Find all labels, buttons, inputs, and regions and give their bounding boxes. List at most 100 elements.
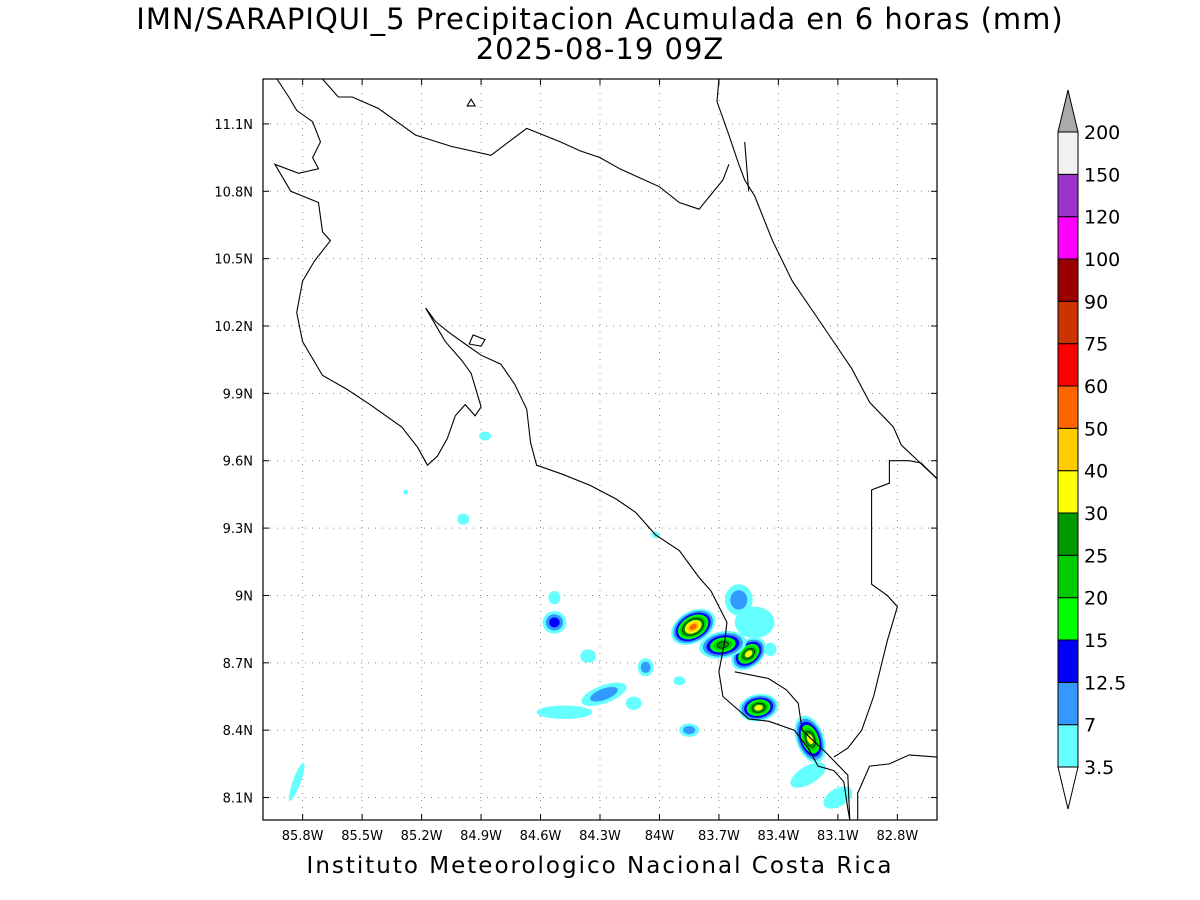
y-tick-label: 8.4N	[223, 724, 253, 739]
precip-contour	[288, 762, 305, 801]
coastlines	[273, 79, 937, 820]
x-tick-label: 83.1W	[817, 829, 859, 844]
x-tick-label: 84.9W	[460, 829, 502, 844]
x-tick-label: 84.3W	[579, 829, 621, 844]
grid-lines	[263, 79, 937, 820]
precip-contour	[683, 726, 696, 735]
y-tick-label: 9.9N	[223, 387, 253, 402]
colorbar-box	[1057, 216, 1079, 260]
precip-cell	[548, 590, 561, 605]
precip-cell	[625, 696, 642, 710]
precip-contour	[549, 617, 560, 628]
precip-contour	[790, 762, 826, 788]
plot-background	[263, 79, 937, 820]
colorbar-label: 40	[1084, 461, 1108, 483]
colorbar-label: 120	[1084, 207, 1120, 229]
x-tick-label: 84.6W	[520, 829, 562, 844]
precipitation-field	[288, 431, 853, 809]
colorbar-box	[1057, 639, 1079, 683]
x-tick-label: 83.4W	[758, 829, 800, 844]
x-tick-label: 85.2W	[401, 829, 443, 844]
coastline	[716, 79, 937, 480]
precip-contour	[403, 489, 409, 495]
colorbar-box	[1057, 597, 1079, 641]
colorbar-arrow-low	[1057, 766, 1079, 810]
map-title: IMN/SARAPIQUI_5 Precipitacion Acumulada …	[0, 4, 1200, 64]
precip-cell	[673, 676, 686, 686]
colorbar-box	[1057, 512, 1079, 556]
precip-cell	[790, 762, 826, 788]
precip-cell	[457, 513, 470, 525]
island-outline	[468, 334, 486, 347]
country-border	[322, 79, 730, 210]
colorbar-label: 3.5	[1084, 757, 1114, 779]
colorbar-label: 30	[1084, 503, 1108, 525]
precip-contour	[730, 590, 748, 610]
y-tick-label: 10.8N	[214, 185, 253, 200]
coastline	[273, 79, 851, 820]
precip-contour	[580, 649, 597, 663]
precip-contour	[536, 705, 593, 719]
colorbar: 3.5 7 12.5 15 20 25 30 40 50 60 75 90 100 120 150 200	[1057, 89, 1126, 810]
colorbar-box	[1057, 131, 1079, 175]
precip-cell	[581, 682, 627, 706]
colorbar-box	[1057, 173, 1079, 218]
precip-contour	[640, 661, 651, 673]
colorbar-box	[1057, 258, 1079, 302]
precip-cell	[794, 715, 826, 763]
colorbar-label: 100	[1084, 249, 1120, 271]
colorbar-label: 200	[1084, 122, 1120, 144]
precip-cell	[724, 584, 753, 616]
y-tick-label: 9.3N	[223, 522, 253, 537]
coastline	[857, 754, 937, 820]
x-tick-label: 85.8W	[282, 829, 324, 844]
precip-cell	[479, 431, 491, 441]
precip-cell	[734, 606, 775, 639]
colorbar-label: 25	[1084, 545, 1108, 567]
colorbar-box	[1057, 427, 1079, 472]
coastline	[744, 141, 750, 192]
precip-cell	[679, 723, 700, 737]
coastline	[833, 460, 937, 758]
country-border	[734, 671, 851, 820]
colorbar-label: 50	[1084, 418, 1108, 440]
precip-contour	[734, 606, 775, 639]
colorbar-box	[1057, 554, 1079, 599]
map-title-line1: IMN/SARAPIQUI_5 Precipitacion Acumulada …	[136, 2, 1064, 36]
y-tick-label: 10.5N	[214, 253, 253, 268]
colorbar-label: 7	[1084, 715, 1096, 737]
precip-contour	[673, 676, 686, 686]
colorbar-label: 90	[1084, 291, 1108, 313]
colorbar-box	[1057, 300, 1079, 345]
y-tick-label: 9.6N	[223, 455, 253, 470]
colorbar-box	[1057, 681, 1079, 726]
precip-contour	[764, 642, 777, 657]
precip-cell	[637, 658, 654, 677]
precip-contour	[744, 650, 753, 658]
colorbar-box	[1057, 724, 1079, 768]
colorbar-label: 75	[1084, 334, 1108, 356]
credit-text: Instituto Meteorologico Nacional Costa R…	[306, 853, 894, 879]
map-title-line2: 2025-08-19 09Z	[475, 32, 725, 66]
precip-cell	[699, 630, 747, 659]
colorbar-label: 15	[1084, 630, 1108, 652]
y-tick-label: 8.7N	[223, 657, 253, 672]
colorbar-box	[1057, 470, 1079, 514]
precip-contour	[689, 623, 697, 630]
precip-contour	[457, 513, 470, 525]
y-tick-label: 10.2N	[214, 320, 253, 335]
colorbar-box	[1057, 343, 1079, 387]
colorbar-arrow-high	[1057, 89, 1079, 133]
precip-cell	[403, 489, 409, 495]
precip-cell	[288, 762, 305, 801]
precip-cell	[671, 608, 716, 645]
colorbar-box	[1057, 385, 1079, 429]
island-outline	[466, 98, 477, 107]
colorbar-label: 12.5	[1084, 672, 1126, 694]
precip-cell	[764, 642, 777, 657]
x-tick-label: 82.8W	[876, 829, 918, 844]
precip-contour	[754, 704, 763, 711]
x-tick-label: 84W	[645, 829, 675, 844]
colorbar-label: 20	[1084, 588, 1108, 610]
